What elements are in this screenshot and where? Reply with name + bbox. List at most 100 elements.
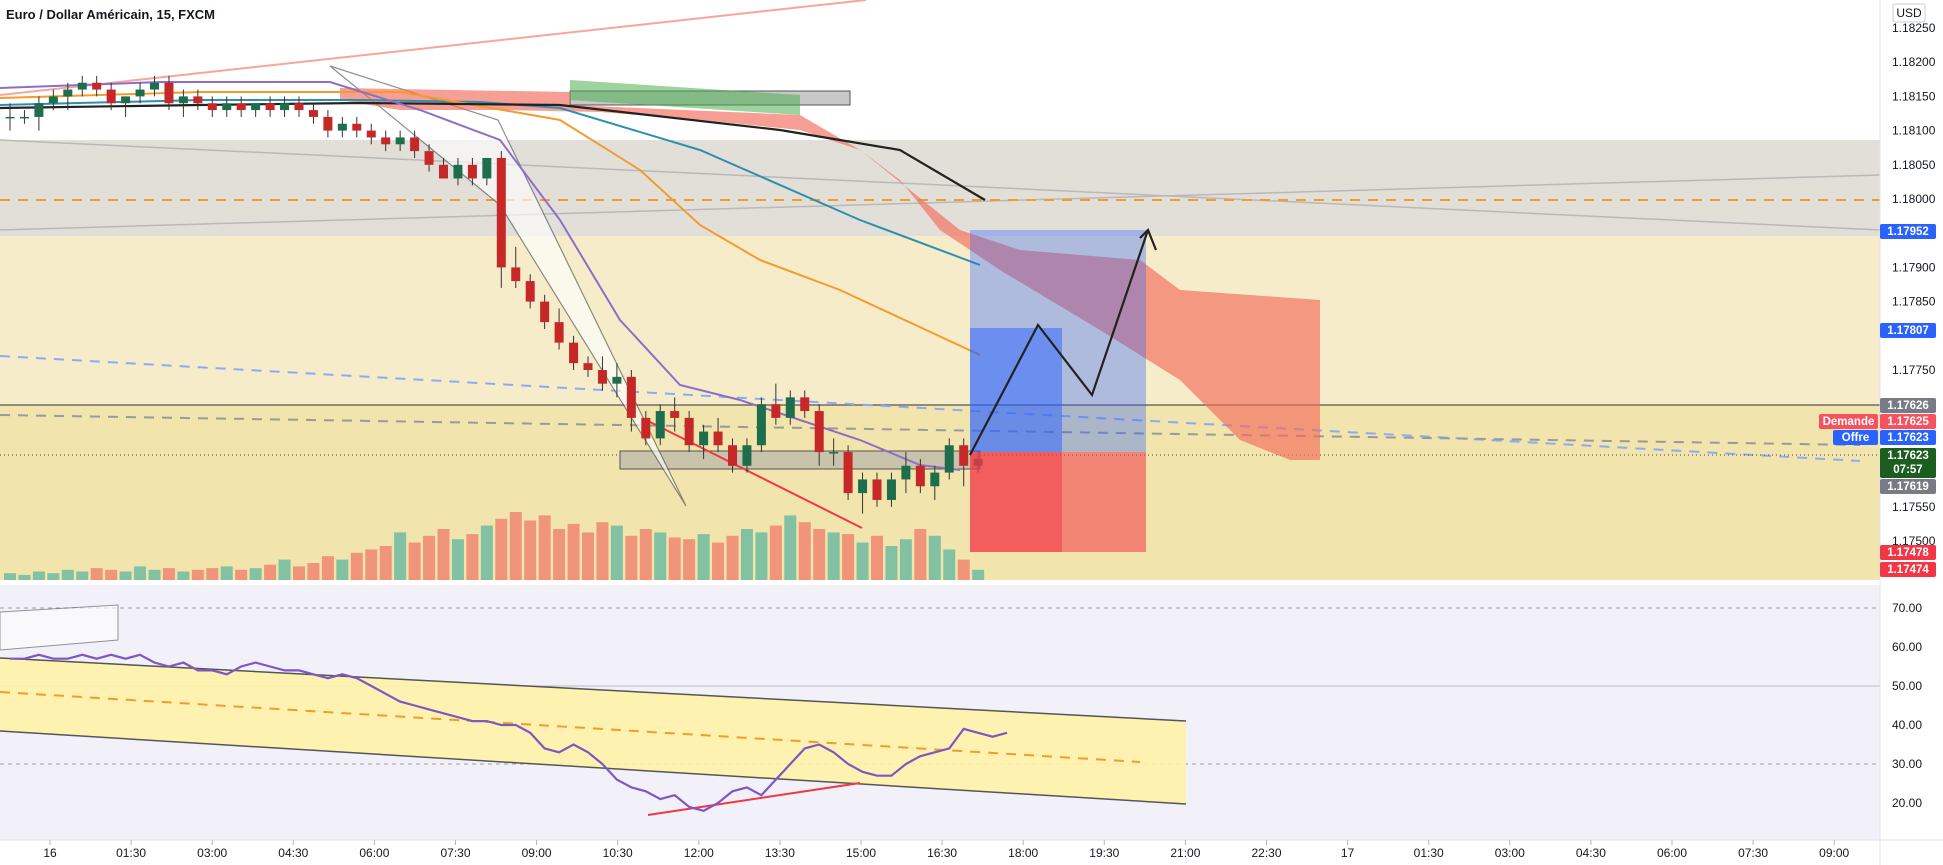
candle-body bbox=[742, 445, 752, 466]
candle-body bbox=[92, 82, 102, 90]
candle-body bbox=[728, 445, 737, 466]
rsi-channel bbox=[0, 658, 1186, 804]
volume-bar bbox=[249, 568, 262, 580]
price-tag-name: Demande bbox=[1823, 416, 1875, 428]
volume-bar bbox=[148, 569, 161, 580]
price-tick-label: 1.17900 bbox=[1892, 260, 1936, 274]
rsi-channel-bottom bbox=[0, 730, 1187, 805]
volume-bar bbox=[524, 520, 537, 580]
volume-bar bbox=[4, 573, 16, 580]
volume-bar bbox=[293, 566, 305, 580]
grey-dashed-line bbox=[0, 414, 1861, 446]
candle-body bbox=[670, 411, 680, 418]
volume-bar bbox=[480, 525, 493, 580]
rsi-divergence-line bbox=[647, 782, 861, 816]
ma-orange bbox=[0, 91, 981, 356]
volume-bar bbox=[105, 569, 118, 580]
time-tick-label: 17 bbox=[1341, 846, 1355, 860]
volume-bar bbox=[119, 571, 132, 580]
candle-body bbox=[959, 445, 969, 466]
volume-bar bbox=[871, 535, 883, 580]
volume-bar bbox=[610, 525, 623, 580]
volume-bar bbox=[191, 569, 204, 580]
price-tag bbox=[1880, 323, 1936, 338]
candle-body bbox=[106, 89, 116, 104]
time-tick-label: 16 bbox=[43, 846, 57, 860]
candle-body bbox=[294, 103, 304, 111]
price-tag bbox=[1880, 398, 1936, 413]
volume-bar bbox=[668, 537, 681, 580]
price-tick-label: 1.18250 bbox=[1892, 21, 1936, 35]
volume-bar bbox=[827, 532, 840, 580]
volume-bar bbox=[379, 546, 392, 580]
volume-bar bbox=[336, 559, 349, 580]
price-tag bbox=[1880, 448, 1936, 478]
time-tick-label: 09:00 bbox=[1819, 846, 1849, 860]
candle-body bbox=[323, 116, 333, 131]
volume-bar bbox=[957, 559, 970, 580]
chart-title: Euro / Dollar Américain, 15, FXCM bbox=[6, 7, 216, 22]
rsi-tick-label: 20.00 bbox=[1892, 796, 1922, 810]
volume-bar bbox=[495, 518, 508, 580]
candle-body bbox=[858, 479, 868, 494]
price-tag bbox=[1880, 414, 1936, 429]
candle-body bbox=[872, 479, 882, 500]
candle-body bbox=[207, 103, 217, 111]
time-tick-label: 16:30 bbox=[927, 846, 957, 860]
candle-body bbox=[395, 137, 405, 145]
time-tick-label: 22:30 bbox=[1251, 846, 1281, 860]
time-tick-label: 21:00 bbox=[1170, 846, 1200, 860]
candle-body bbox=[439, 164, 448, 179]
price-tag bbox=[1880, 430, 1936, 445]
time-tick-label: 06:00 bbox=[359, 846, 389, 860]
time-tick-label: 01:30 bbox=[116, 846, 146, 860]
time-tick-label: 10:30 bbox=[603, 846, 633, 860]
volume-bar bbox=[654, 532, 667, 580]
stop-box-2 bbox=[970, 452, 1062, 552]
candle-body bbox=[597, 370, 607, 384]
price-tick-label: 1.17500 bbox=[1892, 534, 1936, 548]
price-tag-countdown: 07:57 bbox=[1893, 464, 1922, 476]
candle-body bbox=[236, 103, 246, 111]
candle-body bbox=[829, 452, 839, 454]
time-tick-label: 04:30 bbox=[1576, 846, 1606, 860]
candle-body bbox=[699, 431, 709, 446]
candle-body bbox=[756, 404, 766, 446]
rsi-tick-label: 30.00 bbox=[1892, 757, 1922, 771]
price-tag bbox=[1880, 224, 1936, 239]
price-tag-value: 1.17619 bbox=[1887, 481, 1929, 493]
cloud-green-segment bbox=[570, 80, 800, 115]
candle-body bbox=[135, 89, 145, 97]
candle-body bbox=[48, 96, 58, 104]
candle-body bbox=[612, 376, 622, 384]
price-tag-value: 1.17952 bbox=[1887, 226, 1929, 238]
candle-body bbox=[771, 404, 781, 418]
time-tick-label: 13:30 bbox=[765, 846, 795, 860]
price-axis: 1.18250 1.18200 1.18150 1.18100 1.18050 1.180… bbox=[1892, 21, 1936, 548]
price-tick-label: 1.18200 bbox=[1892, 55, 1936, 69]
candle-body bbox=[265, 103, 275, 111]
candle-body bbox=[569, 342, 579, 364]
candle-body bbox=[308, 110, 318, 117]
candle-body bbox=[886, 479, 896, 500]
candle-body bbox=[540, 301, 550, 323]
candle-body bbox=[843, 452, 853, 494]
currency-badge[interactable] bbox=[1892, 3, 1926, 23]
volume-bar bbox=[235, 569, 248, 580]
volume-bar bbox=[842, 534, 855, 580]
grey-trendline bbox=[0, 139, 1881, 231]
upper-zone-fill bbox=[0, 236, 1880, 406]
volume-bar bbox=[134, 566, 147, 580]
volume-bar bbox=[177, 571, 190, 580]
price-tag-value: 1.17626 bbox=[1887, 400, 1929, 412]
ma-purple bbox=[0, 81, 961, 471]
rsi-channel-top bbox=[0, 657, 1187, 722]
rsi-tick-label: 70.00 bbox=[1892, 601, 1922, 615]
time-tick-label: 07:30 bbox=[440, 846, 470, 860]
candle-body bbox=[641, 417, 651, 439]
volume-bar bbox=[278, 559, 291, 580]
rsi-tick-label: 40.00 bbox=[1892, 718, 1922, 732]
volume-bar bbox=[798, 522, 811, 580]
volume-bar bbox=[726, 535, 739, 580]
